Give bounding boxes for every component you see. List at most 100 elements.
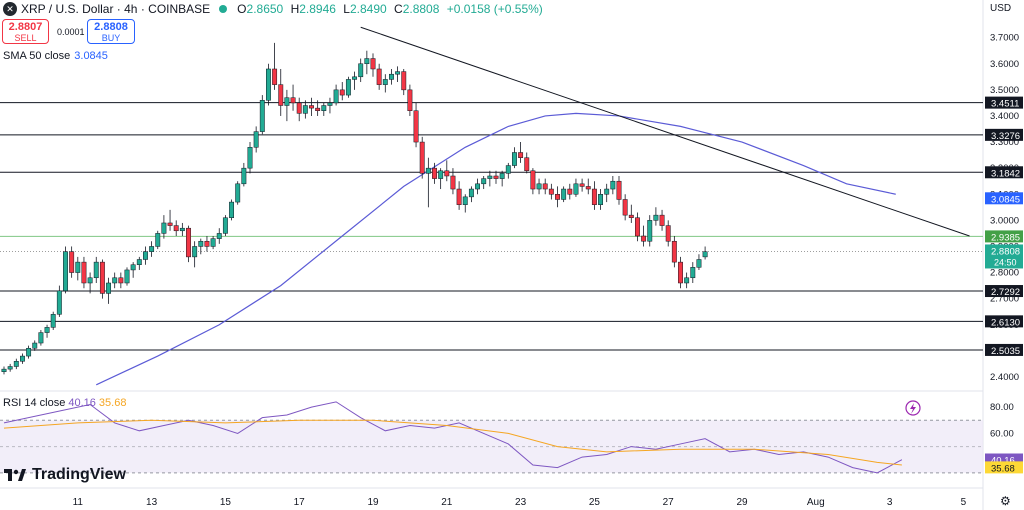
- candle-down: [616, 180, 622, 200]
- candle-down: [665, 225, 671, 242]
- level-price-tag: [985, 343, 1023, 356]
- symbol-title[interactable]: XRP / U.S. Dollar · 4h · COINBASE: [21, 2, 211, 16]
- candle-up: [302, 105, 308, 114]
- candle-up: [155, 233, 161, 247]
- candle-down: [444, 170, 450, 177]
- y-tick-label: 2.8000: [990, 268, 1019, 279]
- candle-up: [87, 277, 93, 284]
- x-tick-label: 19: [367, 497, 379, 508]
- x-tick-label: 13: [146, 497, 158, 508]
- candle-up: [487, 175, 493, 179]
- rsi-legend[interactable]: RSI 14 close 40.16 35.68: [3, 397, 127, 409]
- candle-up: [284, 97, 290, 106]
- buy-button[interactable]: 2.8808 BUY: [87, 19, 135, 44]
- bar-countdown: 24:50: [994, 257, 1017, 267]
- chart-header: ✕ XRP / U.S. Dollar · 4h · COINBASE O2.8…: [0, 0, 547, 18]
- candle-down: [173, 225, 179, 232]
- y-tick-label: 2.7000: [990, 294, 1019, 305]
- y-tick-label: 2.4000: [990, 372, 1019, 383]
- sma-legend[interactable]: SMA 50 close 3.0845: [3, 50, 108, 62]
- level-price-tag: [985, 128, 1023, 141]
- candle-down: [290, 97, 296, 104]
- tradingview-logo-icon: [4, 469, 26, 481]
- candle-down: [339, 89, 345, 96]
- candle-up: [198, 240, 204, 247]
- candle-down: [69, 251, 75, 273]
- currency-label[interactable]: USD: [990, 3, 1012, 14]
- candle-down: [272, 68, 278, 85]
- candle-down: [167, 222, 173, 226]
- candle-up: [573, 183, 579, 195]
- candle-up: [684, 277, 690, 284]
- candle-up: [136, 259, 142, 265]
- level-price-tag: [985, 285, 1023, 298]
- candle-up: [259, 100, 265, 132]
- y-tick-label: 3.7000: [990, 33, 1019, 44]
- candle-up: [56, 290, 62, 315]
- y-tick-label: 3.6000: [990, 59, 1019, 70]
- x-tick-label: 11: [73, 497, 84, 508]
- candle-up: [690, 267, 696, 279]
- rsi-y-tick-label: 80.00: [990, 402, 1014, 413]
- candle-down: [579, 183, 585, 187]
- candle-up: [364, 58, 370, 65]
- tradingview-logo[interactable]: TradingView: [4, 466, 126, 484]
- x-tick-label: 21: [441, 497, 453, 508]
- candle-up: [481, 178, 487, 185]
- candle-up: [512, 152, 517, 166]
- candle-up: [438, 170, 444, 179]
- candle-down: [567, 188, 573, 195]
- level-price-label: 2.5035: [991, 346, 1020, 357]
- candle-down: [542, 183, 548, 190]
- x-tick-label: 3: [887, 497, 893, 508]
- x-tick-label: Aug: [807, 497, 825, 508]
- candle-down: [315, 107, 321, 111]
- rsi-ma-line: [3, 419, 902, 466]
- candle-up: [247, 147, 253, 169]
- candle-up: [333, 89, 339, 104]
- candle-down: [493, 175, 499, 179]
- sma-price-label: 3.0845: [991, 194, 1020, 205]
- green-price-label: 2.9385: [991, 232, 1020, 243]
- rsi-ma-value-label: 35.68: [991, 463, 1015, 474]
- candle-down: [530, 170, 536, 190]
- candle-up: [32, 342, 38, 349]
- candle-up: [604, 188, 610, 195]
- candle-up: [44, 327, 50, 333]
- x-tick-label: 23: [515, 497, 527, 508]
- rsi-value-label: 40.16: [991, 456, 1015, 467]
- green-price-tag: [985, 230, 1023, 243]
- level-price-label: 3.1842: [991, 168, 1020, 179]
- xrp-logo-icon: ✕: [3, 2, 17, 16]
- y-tick-label: 3.4000: [990, 111, 1019, 122]
- level-price-label: 2.7292: [991, 287, 1020, 298]
- candle-up: [235, 183, 241, 203]
- current-price-tag: [985, 244, 1023, 269]
- candle-down: [641, 235, 647, 242]
- candle-up: [63, 251, 68, 292]
- candle-down: [118, 277, 124, 284]
- candle-up: [352, 76, 358, 80]
- sell-button[interactable]: 2.8807 SELL: [2, 19, 49, 44]
- ohlc-values: O2.8650 H2.8946 L2.8490 C2.8808 +0.0158 …: [237, 2, 543, 16]
- candle-down: [376, 68, 382, 85]
- candle-down: [370, 58, 376, 70]
- rsi-y-tick-label: 60.00: [990, 428, 1014, 439]
- y-tick-label: 3.0000: [990, 215, 1019, 226]
- trendline: [360, 26, 970, 237]
- candle-up: [20, 355, 25, 362]
- candle-up: [161, 222, 167, 234]
- x-tick-label: 5: [961, 497, 967, 508]
- candle-down: [450, 175, 456, 190]
- candle-down: [419, 141, 425, 174]
- settings-gear-icon[interactable]: ⚙: [1000, 494, 1011, 508]
- candle-up: [468, 188, 474, 198]
- candle-up: [149, 246, 155, 252]
- candle-up: [253, 131, 259, 148]
- level-price-tag: [985, 315, 1023, 328]
- x-tick-label: 25: [589, 497, 601, 508]
- candle-up: [536, 183, 542, 190]
- lightning-alert-icon: [905, 400, 921, 416]
- x-tick-label: 27: [663, 497, 675, 508]
